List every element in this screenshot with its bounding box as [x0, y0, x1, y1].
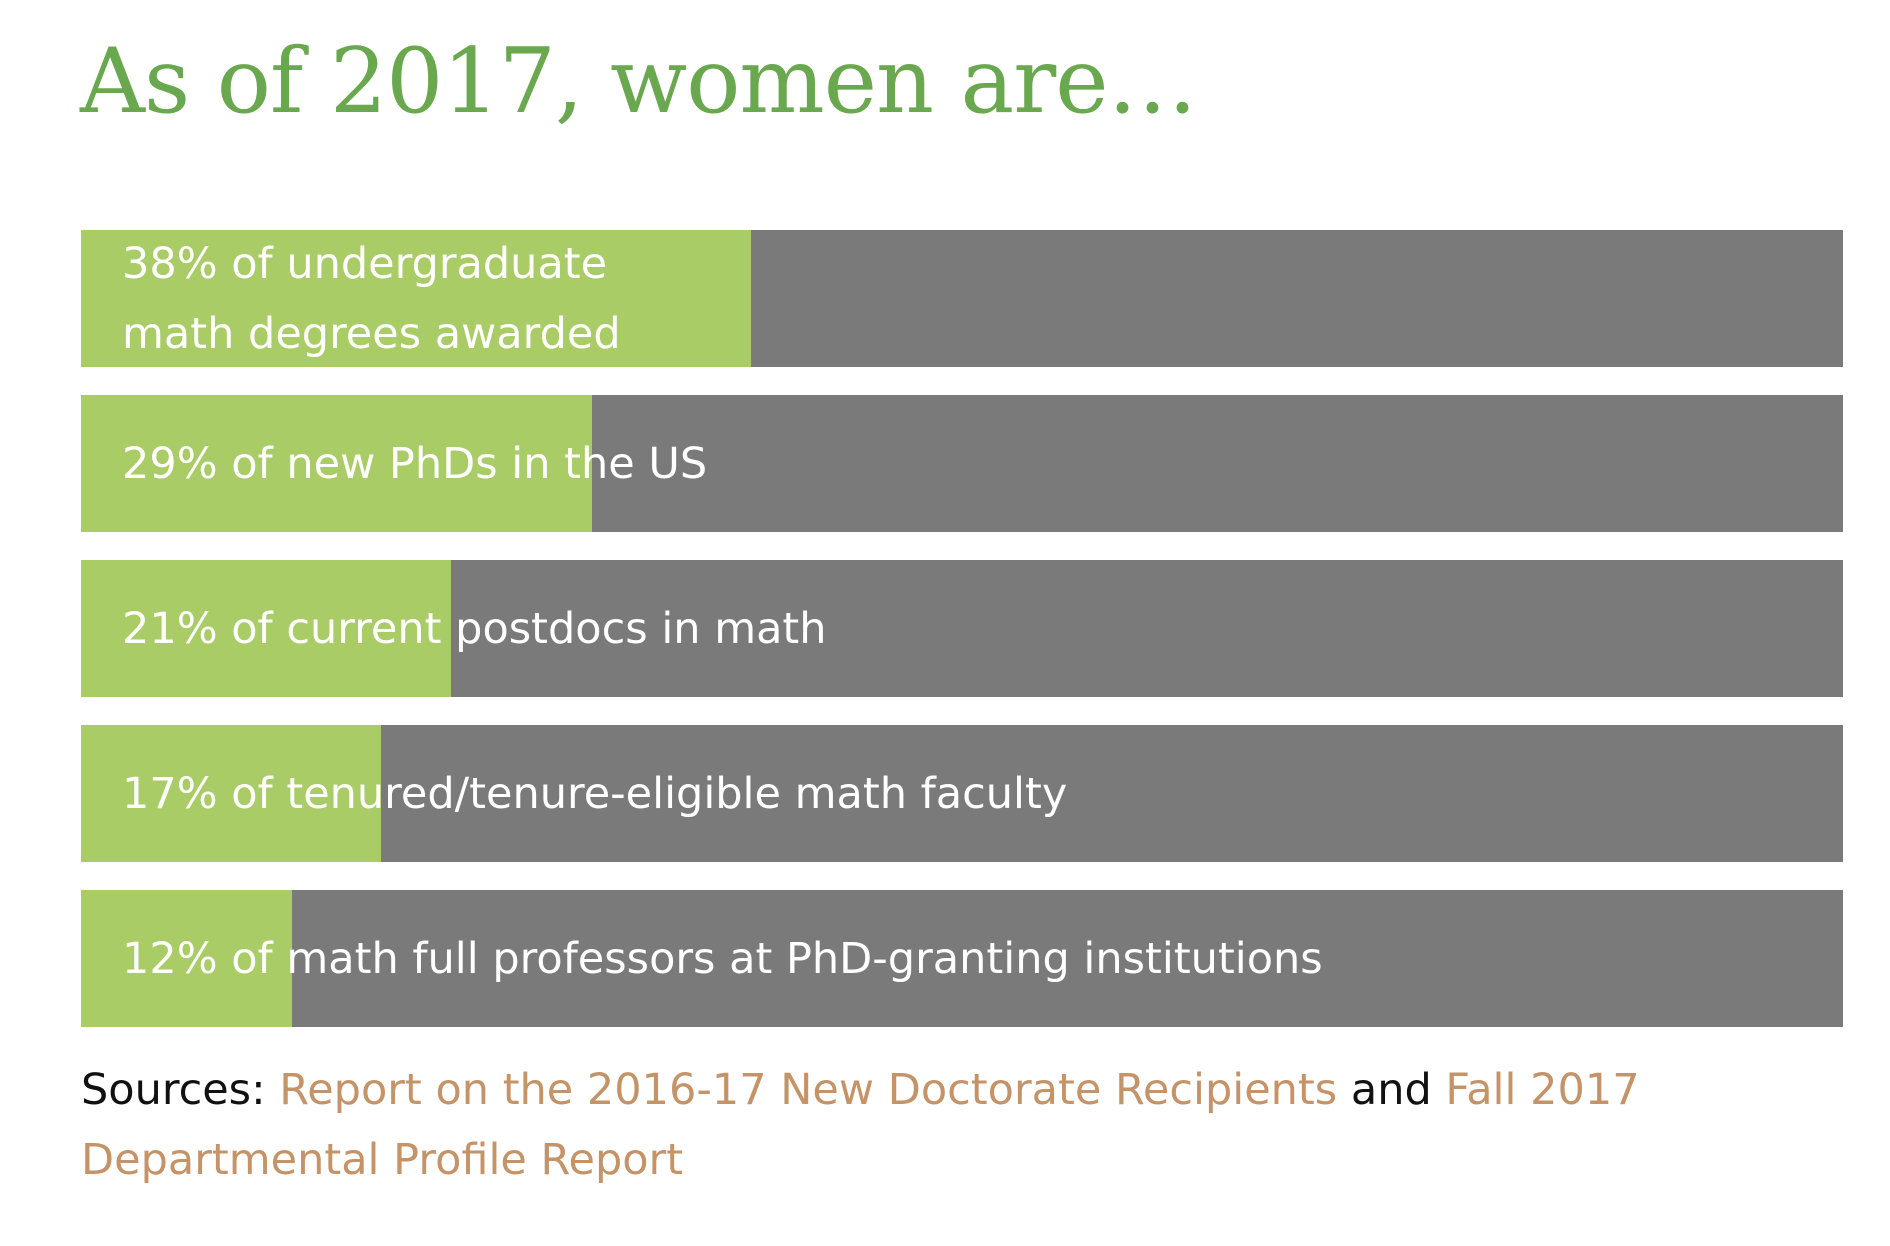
sources-note: Sources: Report on the 2016-17 New Docto…: [81, 1055, 1781, 1195]
bar-row-4: 17% of tenured/tenure-eligible math facu…: [81, 725, 1843, 862]
source-link-new-doctorate-report[interactable]: Report on the 2016-17 New Doctorate Reci…: [279, 1065, 1338, 1115]
source-link-departmental-profile-report[interactable]: Fall 2017 Departmental Profile Report: [81, 1065, 1640, 1185]
bar-fill-4: [81, 725, 381, 862]
bar-label-1: 38% of undergraduate math degrees awarde…: [122, 238, 621, 359]
sources-prefix: Sources:: [81, 1065, 280, 1115]
bar-label-5: 12% of math full professors at PhD-grant…: [122, 933, 1323, 984]
bar-chart: 38% of undergraduate math degrees awarde…: [81, 230, 1843, 1030]
bar-fill-1: [81, 230, 751, 367]
bar-label-4: 17% of tenured/tenure-eligible math facu…: [122, 768, 1068, 819]
bar-row-1: 38% of undergraduate math degrees awarde…: [81, 230, 1843, 367]
bar-label-2: 29% of new PhDs in the US: [122, 438, 708, 489]
sources-joiner: and: [1337, 1065, 1446, 1115]
bar-row-2: 29% of new PhDs in the US: [81, 395, 1843, 532]
bar-label-3: 21% of current postdocs in math: [122, 603, 827, 654]
bar-fill-5: [81, 890, 293, 1027]
bar-fill-2: [81, 395, 592, 532]
chart-title: As of 2017, women are…: [80, 29, 1197, 134]
bar-row-3: 21% of current postdocs in math: [81, 560, 1843, 697]
bar-fill-3: [81, 560, 452, 697]
bar-row-5: 12% of math full professors at PhD-grant…: [81, 890, 1843, 1027]
